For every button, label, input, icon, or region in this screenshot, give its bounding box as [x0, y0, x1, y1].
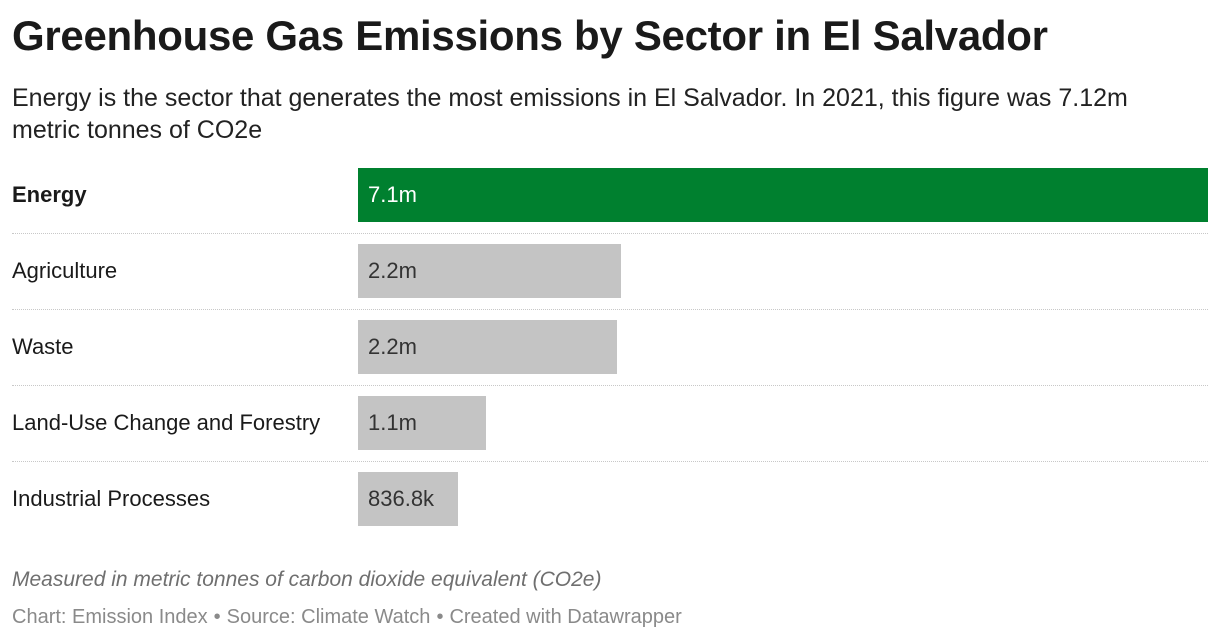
bar-row: Energy 7.1m [12, 168, 1208, 244]
row-divider [12, 385, 1208, 386]
category-label: Industrial Processes [12, 486, 211, 511]
bar [358, 320, 618, 374]
category-label: Energy [12, 182, 87, 207]
bar-value-label: 836.8k [368, 486, 435, 511]
source-credit: Source: Climate Watch [226, 606, 431, 628]
chart-title: Greenhouse Gas Emissions by Sector in El… [12, 12, 1048, 59]
category-label: Land-Use Change and Forestry [12, 410, 321, 435]
footer-separator: • [213, 606, 221, 628]
datawrapper-credit: Created with Datawrapper [449, 606, 682, 628]
footer-separator: • [436, 606, 444, 628]
bar-track: 2.2m [358, 320, 1208, 374]
bar-value-label: 7.1m [368, 182, 417, 207]
bar-track: 2.2m [358, 244, 1208, 298]
bar-track: 1.1m [358, 396, 1208, 450]
chart-subtitle: Energy is the sector that generates the … [12, 84, 1128, 144]
category-label: Agriculture [12, 258, 118, 283]
bar-row: Industrial Processes 836.8k [12, 472, 1208, 548]
bar-value-label: 1.1m [368, 410, 417, 435]
bar [358, 472, 458, 526]
bar-row: Waste 2.2m [12, 320, 1208, 396]
row-divider [12, 309, 1208, 310]
row-divider [12, 233, 1208, 234]
bar-value-label: 2.2m [368, 258, 417, 283]
chart-notes: Measured in metric tonnes of carbon diox… [12, 568, 602, 591]
row-divider [12, 461, 1208, 462]
bar-track: 836.8k [358, 472, 1208, 526]
bar-track: 7.1m [358, 168, 1208, 222]
chart-credit: Chart: Emission Index [12, 606, 208, 628]
bar [358, 168, 1208, 222]
bar-row: Agriculture 2.2m [12, 244, 1208, 320]
category-label: Waste [12, 334, 74, 359]
chart-footer: Chart: Emission Index • Source: Climate Wa… [12, 604, 1202, 630]
bar-row: Land-Use Change and Forestry 1.1m [12, 396, 1208, 472]
bar [358, 396, 486, 450]
bar-value-label: 2.2m [368, 334, 417, 359]
bar-chart: Energy 7.1m Agriculture 2.2m Waste 2.2m Land-U… [12, 168, 1208, 528]
bar [358, 244, 621, 298]
